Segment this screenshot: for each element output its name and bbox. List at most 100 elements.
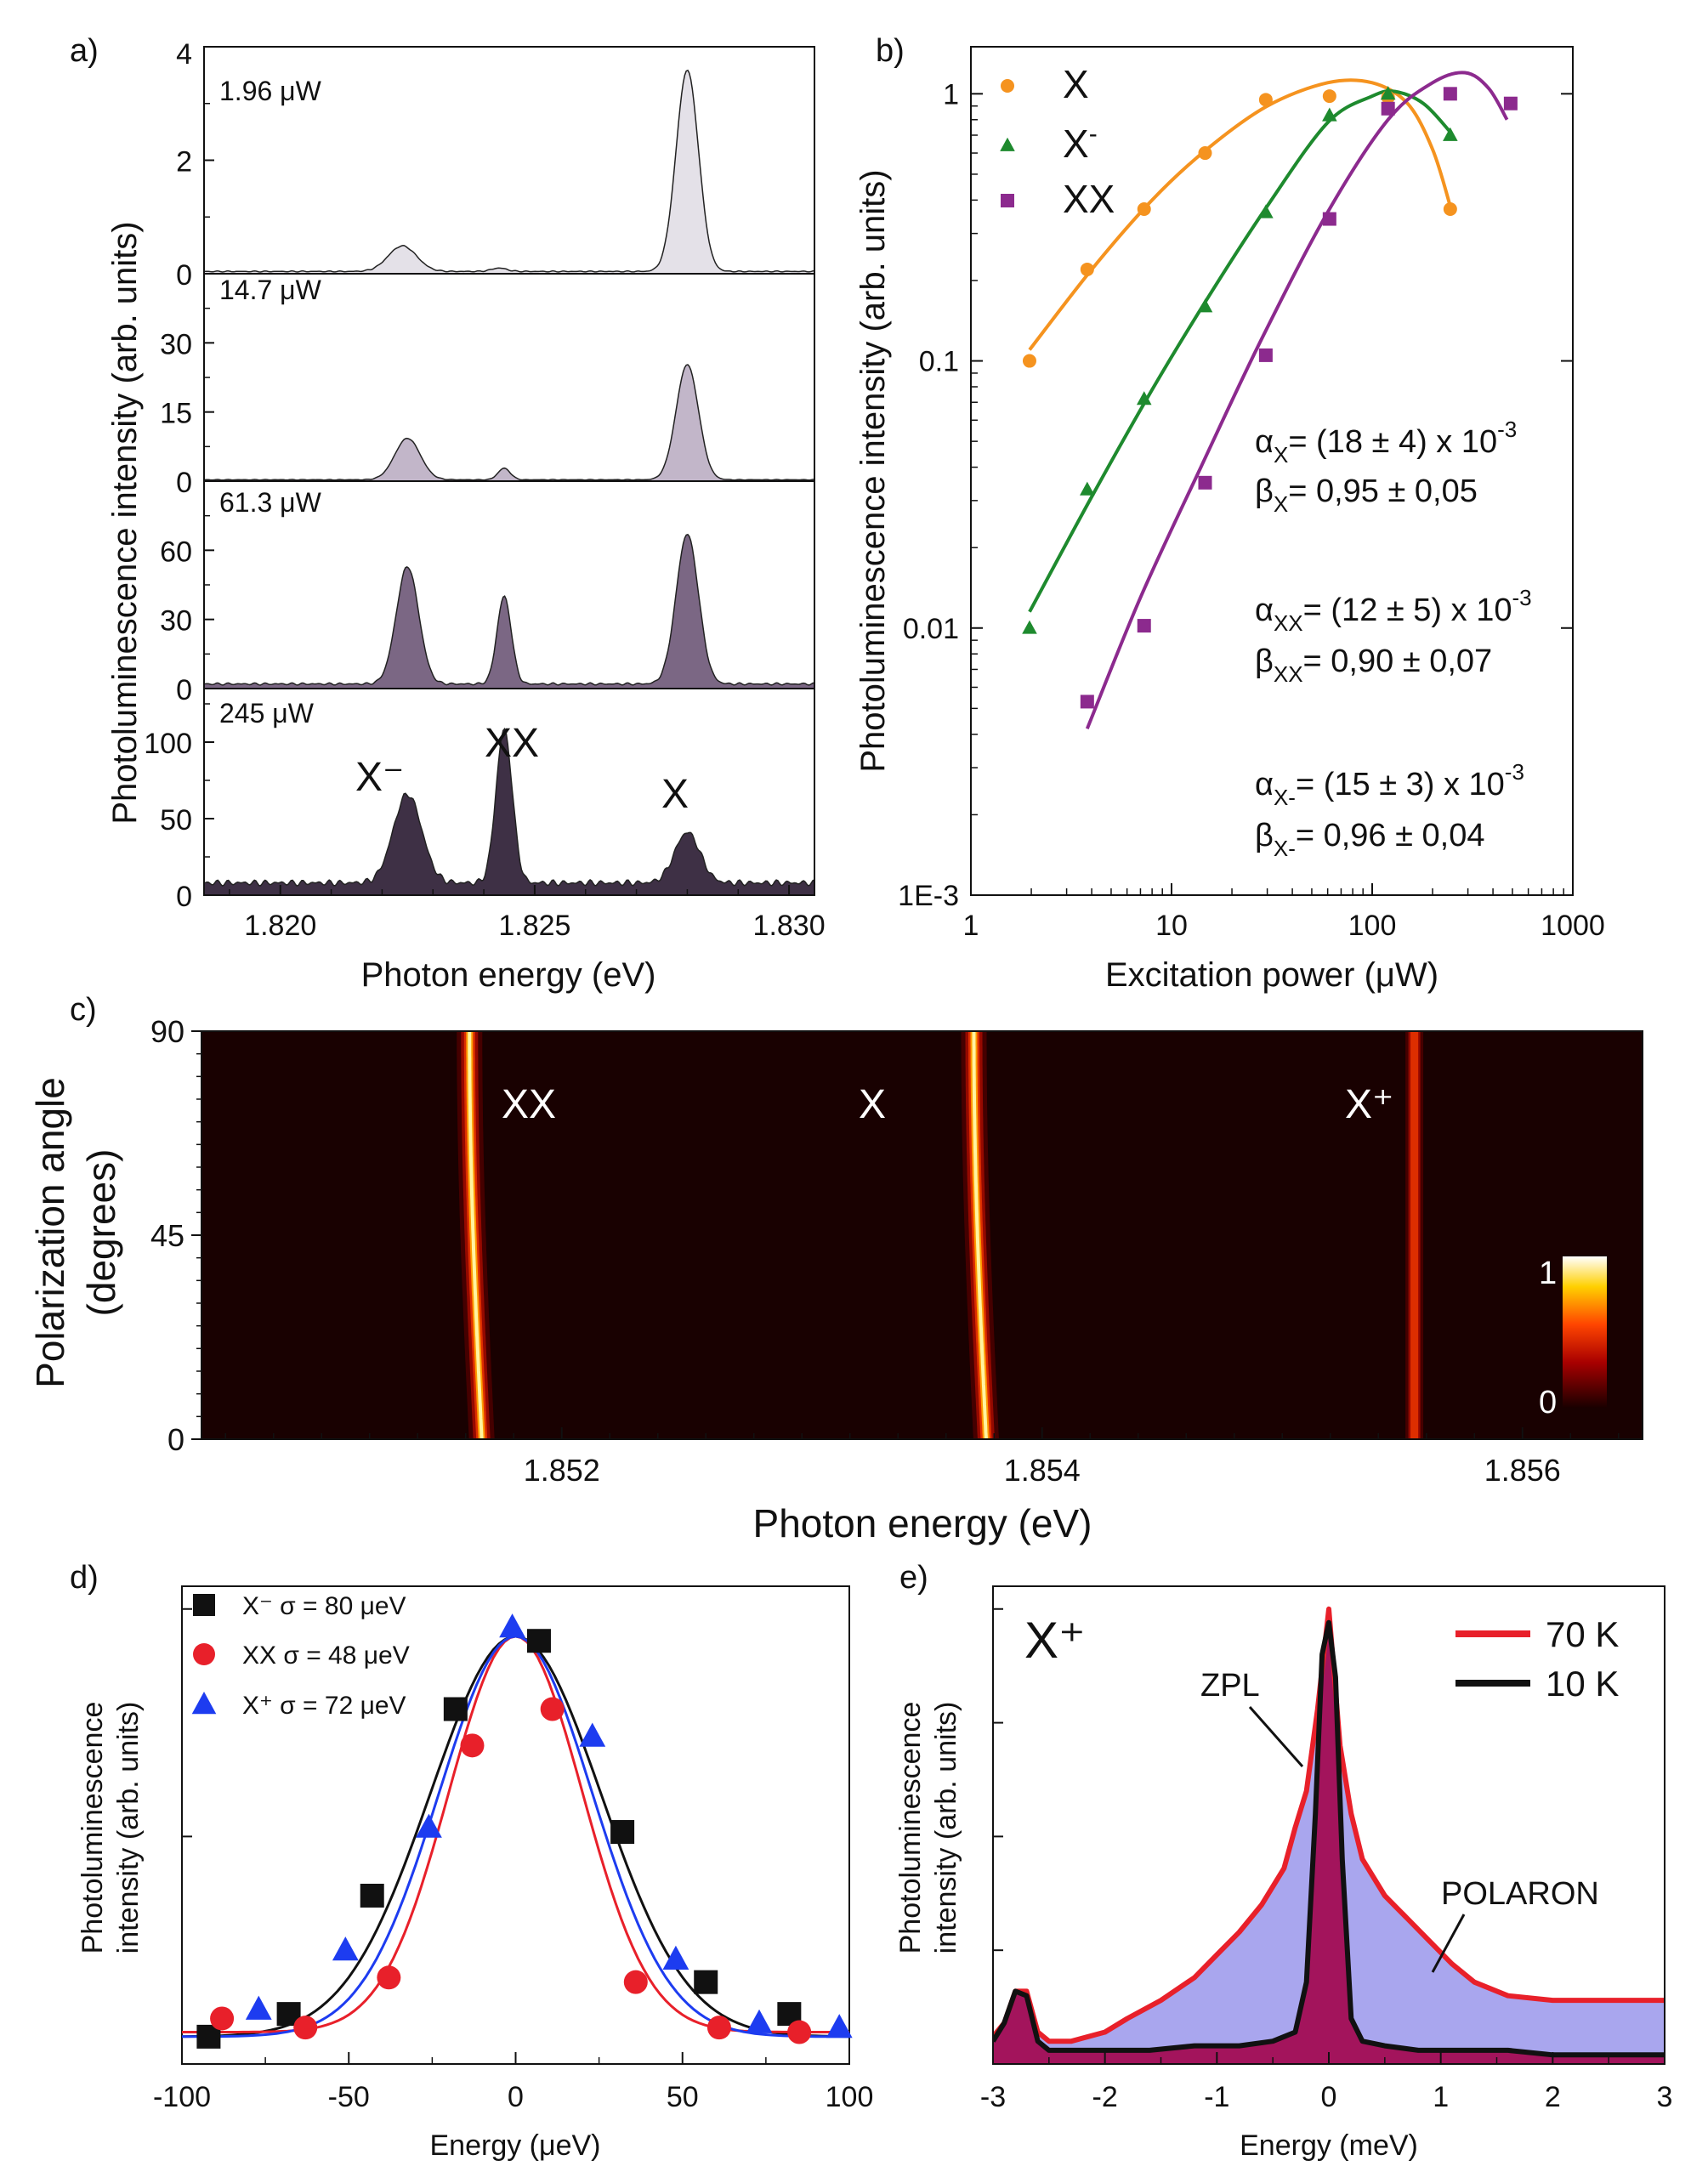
panel-a-annot-xminus: X⁻: [355, 755, 404, 800]
point-triangle: [245, 1995, 272, 2020]
y-tick-label: 30: [160, 328, 192, 360]
annotation-part: = 0,90 ± 0,07: [1303, 644, 1493, 679]
panel-label-a: a): [70, 33, 99, 69]
panel-b-xlabel: Excitation power (μW): [1105, 956, 1438, 994]
panel-a-label-4: 245 μW: [219, 698, 315, 729]
panel-c-label-x: X: [859, 1082, 886, 1127]
panel-d-points: [196, 1613, 853, 2049]
panel-e-ticks: -3 -2 -1 0 1 2 3: [980, 1607, 1672, 2113]
panel-c-colorbar-min: 0: [1539, 1385, 1557, 1420]
legend-marker-triangle: [191, 1692, 217, 1715]
panel-a-ylabel: Photoluminescence intensity (arb. units): [106, 221, 144, 824]
y-tick-label: 0: [176, 674, 192, 706]
point-circle: [1137, 202, 1151, 217]
panel-c-colorbar: [1563, 1256, 1607, 1408]
x-tick-label: -50: [328, 2081, 370, 2113]
legend-label: XX σ = 48 μeV: [242, 1642, 410, 1670]
panel-c-xlabel: Photon energy (eV): [753, 1501, 1092, 1545]
point-circle: [1080, 262, 1094, 276]
point-circle: [1443, 202, 1457, 217]
panel-b-fit-lines: [1028, 71, 1509, 729]
panel-a-xlabel: Photon energy (eV): [361, 956, 656, 994]
spectrum-area-4: [203, 727, 815, 896]
x-tick-label: 0: [508, 2081, 524, 2113]
point-square: [1080, 695, 1094, 709]
annotation-part: -3: [1512, 585, 1531, 610]
legend-label: 70 K: [1546, 1614, 1619, 1654]
emission-line-x: [972, 1031, 988, 1439]
x-tick-label: 1.825: [498, 910, 570, 942]
annotation-part: = (15 ± 3) x 10: [1296, 767, 1505, 802]
x-tick-label: -100: [153, 2081, 211, 2113]
annotation-part: = 0,95 ± 0,05: [1288, 473, 1478, 509]
y-tick-label: 2: [176, 146, 192, 179]
panel-d-xlabel: Energy (μeV): [430, 2129, 601, 2162]
legend-label: X⁺ σ = 72 μeV: [242, 1692, 406, 1720]
annotation-part: β: [1255, 644, 1274, 679]
annotation-line: βX= 0,95 ± 0,05: [1255, 473, 1478, 517]
y-tick-label: 15: [160, 398, 192, 430]
panel-d-legend: X⁻ σ = 80 μeV XX σ = 48 μeV X⁺ σ = 72 μeV: [191, 1592, 410, 1720]
point-circle: [787, 2020, 812, 2044]
x-tick-label: 1.830: [753, 910, 826, 942]
annotation-line: αX= (18 ± 4) x 10-3: [1255, 417, 1517, 468]
panel-label-b: b): [876, 33, 905, 69]
panel-b-legend: X X- XX: [1000, 62, 1115, 221]
legend-label: XX: [1063, 177, 1115, 221]
annotation-part: X: [1274, 491, 1288, 517]
annotation-part: X-: [1274, 785, 1296, 810]
x-tick-label: 2: [1545, 2081, 1561, 2113]
series-line-10k: [993, 1619, 1665, 2058]
panel-a-axes: 1.820 1.825 1.830: [229, 885, 826, 942]
annotation-part: -3: [1505, 759, 1524, 785]
fit-line-square: [1085, 71, 1509, 729]
panel-e-annot-zpl: ZPL: [1200, 1668, 1260, 1704]
point-square: [1258, 348, 1273, 362]
panel-e-title: X⁺: [1024, 1612, 1086, 1669]
point-triangle: [662, 1945, 689, 1970]
point-circle: [706, 2016, 731, 2040]
panel-c-label-xx: XX: [502, 1082, 556, 1127]
point-square: [1503, 96, 1518, 111]
point-triangle: [416, 1813, 442, 1838]
spectrum-area-1: [203, 69, 815, 275]
y-tick-label: 1: [943, 78, 959, 111]
legend-marker-circle: [1001, 79, 1014, 93]
point-triangle: [579, 1722, 606, 1747]
y-tick-label: 0.01: [903, 613, 959, 645]
panel-a-subplot-4: 0 50 100: [144, 688, 815, 913]
y-tick-label: 30: [160, 605, 192, 638]
point-triangle: [332, 1936, 359, 1961]
panel-a-subplot-2: 0 15 30: [160, 273, 815, 499]
panel-e-areas: [993, 1606, 1665, 2064]
annotation-part: β: [1255, 818, 1274, 853]
x-tick-label: 50: [667, 2081, 699, 2113]
spectrum-area-3: [203, 533, 815, 689]
annotation-line: αXX= (12 ± 5) x 10-3: [1255, 585, 1532, 636]
panel-b-ticks: 1 10 100 1000 1E-3 0.01 0.1 1: [898, 78, 1605, 942]
y-tick-label: 0: [176, 881, 192, 913]
x-tick-label: 100: [1348, 910, 1397, 942]
y-tick-label: 0: [167, 1422, 184, 1457]
panel-label-e: e): [899, 1560, 928, 1596]
y-tick-label: 0: [176, 259, 192, 292]
point-square: [694, 1970, 718, 1994]
point-triangle: [1258, 204, 1274, 218]
point-triangle: [1136, 391, 1152, 405]
panel-label-c: c): [70, 992, 97, 1028]
panel-e-legend: 70 K 10 K: [1455, 1614, 1619, 1704]
x-tick-label: -1: [1204, 2081, 1229, 2113]
point-circle: [1198, 146, 1212, 161]
annotation-part: = (18 ± 4) x 10: [1288, 424, 1497, 460]
legend-marker-circle: [193, 1643, 215, 1665]
point-circle: [293, 2016, 318, 2040]
point-triangle: [1380, 86, 1396, 100]
point-circle: [1322, 89, 1336, 104]
annotation-part: XX: [1274, 610, 1303, 636]
y-tick-label: 0.1: [919, 346, 959, 378]
series-line-70k: [993, 1606, 1665, 2044]
panel-c-colorbar-max: 1: [1539, 1256, 1557, 1291]
